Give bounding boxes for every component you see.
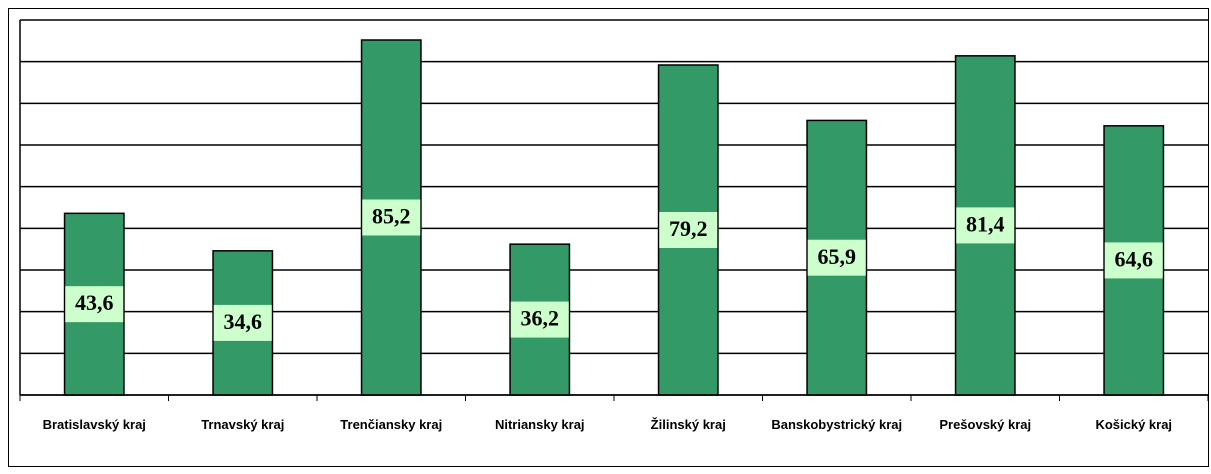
value-label-bg <box>510 301 569 338</box>
value-label: 79,2 <box>669 216 708 241</box>
value-label: 64,6 <box>1115 246 1154 271</box>
value-label: 65,9 <box>818 244 857 269</box>
x-tick-label: Nitriansky kraj <box>494 417 585 432</box>
x-tick-label: Banskobystrický kraj <box>771 417 903 432</box>
x-tick-label: Trnavský kraj <box>201 417 285 432</box>
value-label-bg <box>65 286 124 323</box>
value-label-bg <box>659 212 718 248</box>
x-tick-label: Trenčiansky kraj <box>340 417 443 432</box>
value-label-bg <box>1104 242 1163 279</box>
value-label-bg <box>362 199 421 236</box>
value-label-bg <box>807 239 866 276</box>
x-tick-label: Prešovský kraj <box>939 417 1032 432</box>
x-tick-label: Žilinský kraj <box>650 417 726 432</box>
chart-border <box>8 8 1209 467</box>
value-label-bg <box>956 207 1015 244</box>
x-tick-label: Košický kraj <box>1095 417 1173 432</box>
value-label: 34,6 <box>224 309 263 334</box>
value-label: 81,4 <box>966 211 1005 236</box>
x-tick-label: Bratislavský kraj <box>42 417 146 432</box>
value-label: 43,6 <box>75 290 114 315</box>
value-label-bg <box>213 304 272 341</box>
value-label: 36,2 <box>521 306 560 331</box>
value-label: 85,2 <box>372 204 411 229</box>
